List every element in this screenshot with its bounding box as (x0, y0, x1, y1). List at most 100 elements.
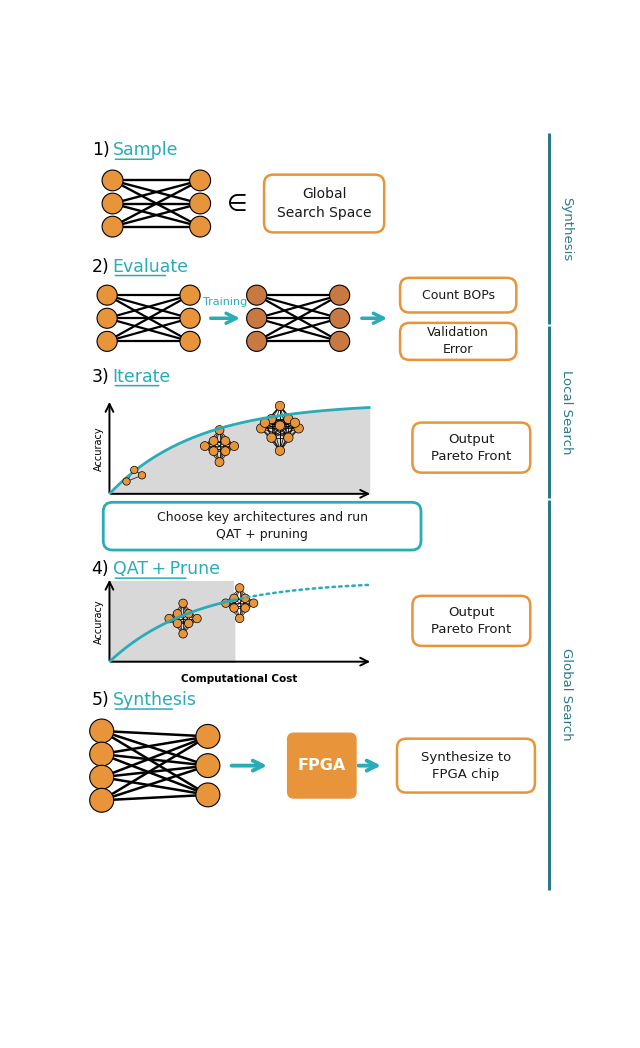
FancyBboxPatch shape (351, 778, 356, 784)
Text: 4): 4) (92, 561, 109, 578)
Circle shape (184, 610, 193, 618)
Circle shape (193, 614, 202, 623)
Text: Synthesis: Synthesis (113, 692, 196, 709)
Circle shape (275, 446, 285, 456)
Text: Computational Cost: Computational Cost (181, 674, 298, 684)
Circle shape (250, 598, 258, 608)
Text: Accuracy: Accuracy (94, 427, 104, 471)
Circle shape (102, 193, 123, 214)
Circle shape (179, 630, 188, 638)
FancyBboxPatch shape (400, 323, 516, 359)
Circle shape (180, 331, 200, 351)
FancyBboxPatch shape (287, 733, 356, 799)
Circle shape (221, 437, 230, 445)
Text: Count BOPs: Count BOPs (422, 288, 495, 302)
Circle shape (260, 418, 269, 428)
Circle shape (184, 619, 193, 628)
Circle shape (189, 170, 211, 191)
FancyBboxPatch shape (335, 793, 342, 799)
Circle shape (246, 331, 267, 351)
Circle shape (90, 742, 114, 766)
Circle shape (180, 285, 200, 305)
Text: Evaluate: Evaluate (113, 258, 189, 276)
Circle shape (241, 604, 250, 612)
Circle shape (330, 331, 349, 351)
FancyBboxPatch shape (287, 762, 292, 769)
Text: 5): 5) (92, 692, 109, 709)
Circle shape (209, 437, 218, 445)
Text: Synthesis: Synthesis (560, 197, 573, 261)
FancyBboxPatch shape (319, 734, 325, 738)
FancyBboxPatch shape (412, 596, 531, 646)
Circle shape (97, 331, 117, 351)
Circle shape (196, 783, 220, 807)
Text: Local Search: Local Search (560, 370, 573, 455)
Circle shape (97, 285, 117, 305)
FancyBboxPatch shape (412, 422, 531, 473)
Circle shape (221, 598, 230, 608)
FancyBboxPatch shape (109, 581, 234, 661)
Circle shape (275, 421, 285, 431)
Circle shape (236, 584, 244, 592)
Circle shape (97, 308, 117, 328)
Circle shape (173, 610, 182, 618)
Circle shape (275, 401, 285, 411)
Circle shape (90, 788, 114, 812)
FancyBboxPatch shape (264, 175, 384, 233)
Circle shape (209, 446, 218, 456)
Circle shape (196, 754, 220, 778)
Circle shape (196, 724, 220, 748)
FancyBboxPatch shape (397, 739, 535, 792)
FancyBboxPatch shape (287, 747, 292, 754)
Circle shape (221, 446, 230, 456)
Circle shape (230, 441, 239, 451)
Circle shape (246, 308, 267, 328)
Circle shape (215, 425, 224, 435)
Circle shape (267, 414, 276, 423)
Circle shape (215, 458, 224, 466)
Circle shape (173, 619, 182, 628)
Circle shape (330, 308, 349, 328)
Circle shape (246, 285, 267, 305)
Text: Global Search: Global Search (560, 648, 573, 740)
Circle shape (165, 614, 173, 623)
Text: Training: Training (203, 298, 248, 307)
Text: Accuracy: Accuracy (94, 599, 104, 643)
FancyBboxPatch shape (287, 778, 292, 784)
Text: 3): 3) (92, 368, 109, 386)
Text: Synthesize to
FPGA chip: Synthesize to FPGA chip (421, 750, 511, 781)
FancyBboxPatch shape (301, 793, 308, 799)
Circle shape (294, 423, 303, 433)
Circle shape (236, 614, 244, 623)
Circle shape (230, 604, 238, 612)
Circle shape (189, 193, 211, 214)
Text: Validation
Error: Validation Error (428, 326, 489, 356)
FancyBboxPatch shape (319, 793, 325, 799)
FancyBboxPatch shape (351, 762, 356, 769)
Circle shape (179, 599, 188, 608)
Circle shape (230, 594, 238, 603)
Text: QAT + Prune: QAT + Prune (113, 561, 220, 578)
Text: FPGA: FPGA (298, 758, 346, 773)
FancyBboxPatch shape (335, 734, 342, 738)
Text: $\in$: $\in$ (223, 192, 248, 216)
Text: Global
Search Space: Global Search Space (277, 188, 371, 220)
Circle shape (102, 216, 123, 237)
Circle shape (291, 418, 300, 428)
Circle shape (123, 478, 130, 485)
Circle shape (180, 308, 200, 328)
Circle shape (90, 719, 114, 743)
Text: 1): 1) (92, 141, 109, 159)
Circle shape (200, 441, 209, 451)
Text: Computational Cost: Computational Cost (181, 506, 298, 517)
Circle shape (189, 216, 211, 237)
Circle shape (267, 433, 276, 442)
Circle shape (284, 414, 293, 423)
Circle shape (131, 466, 138, 474)
Circle shape (330, 285, 349, 305)
FancyBboxPatch shape (351, 747, 356, 754)
Text: Choose key architectures and run
QAT + pruning: Choose key architectures and run QAT + p… (157, 511, 367, 541)
Circle shape (138, 472, 146, 479)
Text: Iterate: Iterate (113, 368, 171, 386)
Circle shape (284, 433, 293, 442)
